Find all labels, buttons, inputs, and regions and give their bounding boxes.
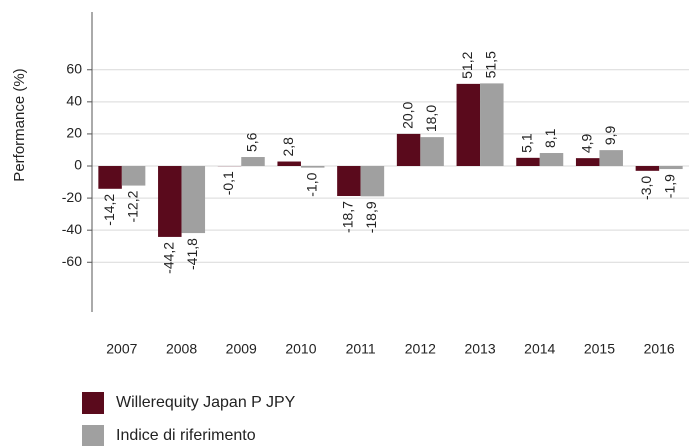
legend-swatch [82,425,104,446]
x-tick-label: 2012 [405,341,436,357]
value-label: -12,2 [124,190,140,222]
value-label: 5,1 [519,133,535,153]
x-tick-label: 2015 [584,341,615,357]
bar [277,161,301,167]
y-tick-label: -40 [62,221,82,237]
x-tick-label: 2013 [464,341,495,357]
bar [575,158,600,167]
value-label: 18,0 [423,105,439,132]
bar [396,133,421,167]
bar [659,166,683,170]
bar [599,150,623,167]
y-axis-label: Performance (%) [11,68,28,181]
legend-label: Willerequity Japan P JPY [116,394,296,411]
bar [121,166,146,186]
value-label: 8,1 [542,128,558,148]
legend-swatch [82,392,104,414]
value-label: 9,9 [602,125,618,145]
bar [158,166,182,237]
bar [539,153,564,167]
x-tick-label: 2016 [644,341,675,357]
value-label: -3,0 [638,176,654,200]
x-tick-label: 2014 [524,341,555,357]
bar [241,157,265,167]
value-label: 5,6 [244,132,260,152]
value-label: -18,7 [340,201,356,233]
y-tick-label: 40 [66,93,82,109]
bar [480,83,504,167]
bar [516,157,540,167]
y-tick-label: 0 [74,157,82,173]
x-tick-label: 2009 [226,341,257,357]
value-label: -1,0 [303,172,319,196]
value-label: 51,5 [483,51,499,78]
bar [98,166,122,189]
value-label: -14,2 [101,194,117,226]
y-tick-label: -20 [62,189,82,205]
value-label: -44,2 [161,242,177,274]
value-label: 20,0 [399,101,415,128]
x-tick-label: 2008 [166,341,197,357]
y-tick-label: 60 [66,60,82,76]
bar [337,166,361,197]
value-label: -41,8 [184,238,200,270]
legend-label: Indice di riferimento [116,427,256,444]
x-tick-label: 2010 [285,341,316,357]
bar [456,83,481,167]
bar [300,166,325,168]
x-tick-label: 2011 [346,341,376,357]
x-tick-label: 2007 [106,341,137,357]
y-tick-label: -60 [62,253,82,269]
value-label: 51,2 [459,51,475,78]
bar [420,137,444,167]
value-label: 2,8 [280,137,296,157]
value-label: -1,9 [662,174,678,198]
value-label: -18,9 [363,201,379,233]
bar [360,166,385,197]
value-label: 4,9 [578,133,594,153]
y-tick-label: 20 [66,125,82,141]
value-label: -0,1 [220,171,236,195]
bar [181,166,206,234]
bar [635,166,660,171]
